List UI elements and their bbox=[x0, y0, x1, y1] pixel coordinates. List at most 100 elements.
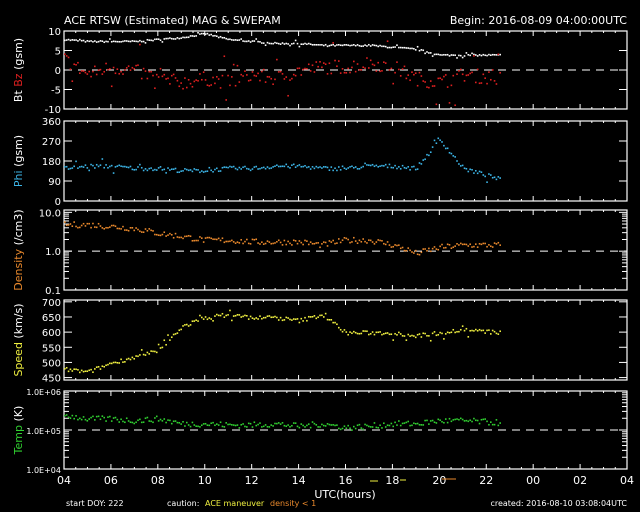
x-tick-label: 18 bbox=[385, 474, 399, 487]
temp-data-point bbox=[377, 426, 380, 429]
density-data-point bbox=[84, 225, 87, 227]
speed-data-point bbox=[216, 313, 218, 316]
speed-data-point bbox=[375, 331, 378, 334]
bz-data-point bbox=[334, 59, 336, 62]
bt-data-point bbox=[172, 38, 175, 40]
speed-data-point bbox=[322, 316, 325, 318]
temp-data-point bbox=[405, 421, 408, 424]
density-data-point bbox=[251, 238, 254, 241]
speed-data-point bbox=[109, 362, 111, 365]
bt-data-point bbox=[443, 53, 445, 56]
phi-data-point bbox=[242, 166, 244, 169]
bz-data-point bbox=[223, 55, 226, 58]
bt-data-point bbox=[418, 49, 421, 52]
speed-data-point bbox=[383, 333, 385, 335]
density-data-point bbox=[180, 236, 182, 239]
phi-data-point bbox=[154, 168, 156, 171]
bt-data-point bbox=[216, 35, 218, 38]
bt-data-point bbox=[371, 44, 374, 46]
bz-data-point bbox=[88, 70, 90, 73]
speed-data-point bbox=[347, 333, 349, 336]
bt-data-point bbox=[92, 40, 94, 43]
temp-data-point bbox=[418, 423, 421, 426]
phi-data-point bbox=[343, 167, 346, 170]
phi-data-point bbox=[328, 169, 331, 171]
phi-data-point bbox=[73, 165, 75, 168]
bz-data-point bbox=[189, 82, 192, 85]
temp-data-point bbox=[110, 420, 113, 422]
phi-data-point bbox=[135, 168, 137, 171]
x-tick-label: 16 bbox=[339, 474, 353, 487]
temp-data-point bbox=[210, 422, 212, 425]
density-data-point bbox=[157, 234, 160, 236]
bz-data-point bbox=[386, 40, 389, 43]
speed-data-point bbox=[125, 358, 128, 361]
density-data-point bbox=[135, 227, 137, 229]
temp-data-point bbox=[471, 420, 473, 423]
speed-data-point bbox=[165, 343, 167, 346]
phi-data-point bbox=[379, 165, 381, 167]
speed-data-point bbox=[356, 332, 359, 335]
temp-data-point bbox=[94, 419, 96, 421]
start-doy: start DOY: 222 bbox=[66, 499, 124, 508]
bz-data-point bbox=[219, 87, 222, 89]
phi-data-point bbox=[381, 164, 383, 167]
density-data-point bbox=[334, 242, 336, 245]
density-data-point bbox=[379, 239, 381, 242]
phi-data-point bbox=[456, 160, 458, 162]
bt-data-point bbox=[251, 40, 254, 42]
temp-data-point bbox=[67, 416, 70, 419]
density-data-point bbox=[225, 240, 227, 243]
speed-data-point bbox=[240, 316, 243, 318]
bz-data-point bbox=[459, 68, 462, 71]
phi-data-point bbox=[311, 166, 314, 168]
density-data-point bbox=[292, 239, 295, 242]
temp-data-point bbox=[246, 426, 248, 428]
speed-data-point bbox=[291, 319, 293, 321]
bt-data-point bbox=[401, 46, 404, 49]
speed-data-point bbox=[199, 314, 201, 317]
temp-data-point bbox=[133, 422, 136, 425]
bt-data-point bbox=[217, 36, 220, 39]
density-data-point bbox=[283, 239, 286, 242]
bz-data-point bbox=[491, 69, 494, 71]
temp-data-point bbox=[379, 424, 381, 427]
density-data-point bbox=[114, 225, 117, 228]
bt-data-point bbox=[97, 40, 100, 43]
speed-data-point bbox=[184, 324, 186, 326]
temp-data-point bbox=[216, 423, 218, 425]
temp-data-point bbox=[392, 425, 395, 428]
bz-data-point bbox=[392, 82, 395, 85]
density-data-point bbox=[264, 242, 267, 245]
phi-data-point bbox=[170, 168, 173, 170]
temp-data-point bbox=[187, 424, 190, 426]
phi-data-point bbox=[454, 156, 456, 158]
bt-data-point bbox=[349, 44, 351, 47]
speed-data-point bbox=[189, 324, 192, 326]
speed-data-point bbox=[384, 332, 387, 335]
bz-data-point bbox=[490, 78, 492, 81]
speed-data-point bbox=[221, 312, 224, 315]
phi-data-point bbox=[240, 168, 243, 170]
phi-data-point bbox=[334, 167, 336, 170]
bz-data-point bbox=[411, 71, 413, 73]
density-data-point bbox=[163, 231, 166, 234]
bz-data-point bbox=[381, 70, 383, 72]
density-data-point bbox=[165, 235, 167, 237]
speed-data-point bbox=[88, 369, 90, 372]
density-data-point bbox=[422, 248, 425, 250]
bz-data-point bbox=[193, 80, 196, 83]
temp-data-point bbox=[467, 420, 470, 423]
y-tick-label: 10 bbox=[48, 27, 61, 38]
bt-data-point bbox=[381, 45, 383, 48]
bz-data-point bbox=[253, 74, 256, 77]
density-data-point bbox=[369, 239, 372, 242]
temp-data-point bbox=[240, 423, 243, 426]
temp-data-point bbox=[92, 415, 94, 418]
bt-data-point bbox=[82, 39, 85, 42]
bt-data-point bbox=[195, 35, 197, 37]
y-label-part: (gsm) bbox=[12, 38, 25, 74]
bz-data-point bbox=[214, 82, 216, 85]
speed-data-point bbox=[424, 332, 426, 335]
bz-data-point bbox=[398, 68, 400, 71]
